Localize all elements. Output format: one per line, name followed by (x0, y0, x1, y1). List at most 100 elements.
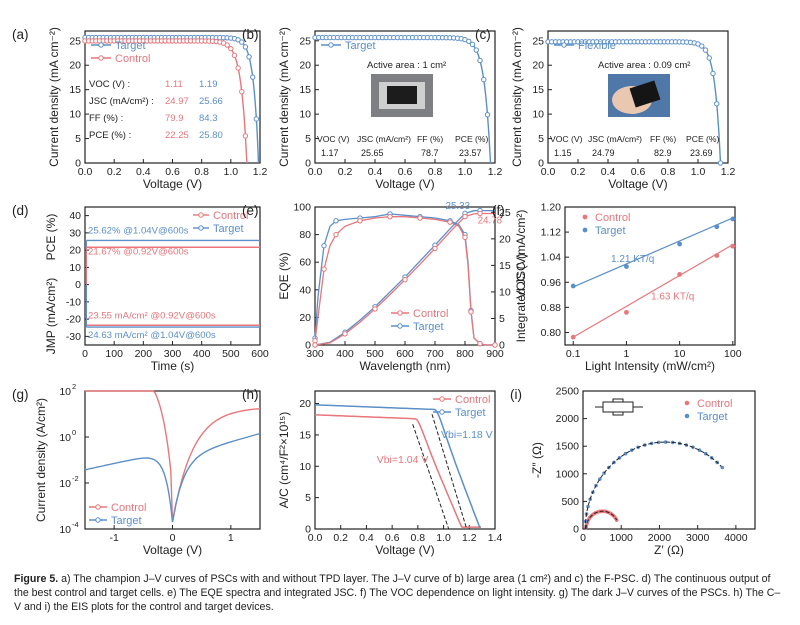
x-tick-label: 0.6 (631, 166, 646, 178)
y-tick-label: 2000 (556, 413, 580, 425)
y-tick-label: 40 (299, 284, 311, 296)
series-point (586, 504, 590, 509)
series-target-point (253, 116, 260, 122)
series-point (321, 242, 327, 249)
annotation: 24.78 (478, 215, 503, 226)
y-tick-exponent: -2 (72, 474, 79, 483)
series-target-point (242, 44, 249, 50)
y-tick-label: 0 (305, 158, 311, 170)
equivalent-circuit-icon (595, 398, 643, 416)
x-tick-label: 0.6 (165, 166, 180, 178)
legend-marker (98, 55, 104, 61)
param-value: 24.79 (592, 148, 615, 158)
y-tick-label: 0 (75, 279, 81, 291)
legend-label: Control (111, 502, 146, 514)
panel-label: (g) (12, 387, 29, 402)
series-point (468, 309, 474, 315)
legend-label: Control (595, 212, 630, 224)
series-target-point (469, 41, 476, 48)
x-tick-label: 0.1 (566, 348, 581, 360)
x-tick-label: 0.2 (107, 166, 122, 178)
x-tick-label: 1 (228, 532, 234, 544)
series-point (357, 218, 363, 224)
table-control-value: 24.97 (165, 96, 189, 107)
x-axis-label: Voltage (V) (608, 177, 667, 191)
y-tick-label: 1000 (556, 468, 580, 480)
series-flexible-point (717, 160, 724, 166)
y-axis-label: VOC (V) (514, 253, 528, 298)
x-axis-label: Voltage (V) (143, 543, 202, 557)
y-tick-label: 100 (293, 202, 311, 214)
x-tick-label: 0.4 (601, 166, 616, 178)
x-tick-label: 600 (396, 348, 414, 360)
series-point (312, 342, 318, 348)
panel-label: (i) (510, 387, 522, 402)
legend-label: Control (115, 53, 150, 65)
x-tick-label: 300 (306, 348, 324, 360)
y-axis-label: Current density (A/cm²) (34, 398, 48, 522)
figure-caption: Figure 5. a) The champion J–V curves of … (14, 572, 786, 614)
annotation: 1.63 KT/q (651, 292, 694, 303)
series-target-line (314, 404, 482, 528)
x-tick-label: 1.0 (436, 532, 451, 544)
x-tick-label: 100 (724, 348, 742, 360)
param-header: VOC (V) (550, 134, 583, 144)
legend-label: Flexible (578, 40, 616, 52)
y-tick-exponent: -4 (72, 520, 79, 529)
x-tick-label: 900 (486, 348, 504, 360)
table-control-value: 79.9 (165, 113, 184, 124)
x-tick-label: 0.4 (359, 532, 374, 544)
y-tick-label: 500 (561, 496, 579, 508)
param-header: JSC (mA/cm²) (588, 134, 642, 144)
legend-marker (198, 212, 204, 218)
y-tick-label: 30 (69, 227, 81, 239)
y-tick-label: 1.12 (541, 227, 562, 239)
x-tick-label: 400 (193, 348, 211, 360)
annotation: 21.67% @0.92V@600s (88, 246, 189, 257)
x-tick-label: 500 (222, 348, 240, 360)
series-point (570, 334, 576, 340)
param-header: FF (%) (650, 134, 676, 144)
legend-marker (95, 504, 101, 510)
y-axis-label: -Z″ (Ω) (530, 442, 544, 478)
annotation: 25.62% @1.04V@600s (88, 226, 189, 237)
y-axis-label: EQE (%) (277, 252, 291, 299)
y-axis-label: A/C (cm⁴/F²×10¹⁵) (277, 412, 291, 508)
y-tick-label: 5 (305, 492, 311, 504)
panel-label: (h) (242, 387, 259, 402)
series-target-point (235, 37, 241, 43)
device-photo-cell (629, 80, 661, 108)
series-flexible-point (699, 43, 705, 49)
fit-line (572, 244, 734, 338)
x-tick-label: 0.2 (338, 166, 353, 178)
x-tick-label: 1 (624, 348, 630, 360)
x-tick-label: 0.2 (571, 166, 586, 178)
y-tick-label: 15 (69, 84, 81, 96)
x-axis-label: Voltage (V) (375, 543, 434, 557)
fit-line (412, 424, 450, 530)
panel-label: (e) (242, 203, 259, 218)
panel-label: (f) (492, 203, 505, 218)
y-tick-label: 20 (532, 60, 544, 72)
x-tick-label: 0.0 (308, 532, 323, 544)
param-value: 25.65 (361, 148, 384, 158)
series-control-point (224, 42, 230, 48)
fit-line (573, 217, 734, 288)
x-tick-label: 0 (580, 532, 586, 544)
y-axis-label: Current density (mA cm⁻²) (510, 27, 524, 167)
x-axis-label: Time (s) (151, 359, 195, 373)
legend-marker (582, 214, 588, 220)
y-tick-label: 2500 (556, 386, 580, 398)
panel-label: (b) (242, 27, 259, 42)
series-control-line (314, 414, 481, 528)
x-tick-label: 0.0 (541, 166, 556, 178)
x-axis-label: Voltage (V) (375, 177, 434, 191)
y-tick-label: 80 (299, 229, 311, 241)
param-value: 78.7 (421, 148, 439, 158)
table-row-label: FF (%) : (89, 113, 123, 124)
series-flexible-point (710, 70, 716, 77)
y-right-tick-label: 20 (499, 233, 511, 245)
y-tick-label: 10 (299, 461, 311, 473)
y-tick-label: 10 (299, 109, 311, 121)
